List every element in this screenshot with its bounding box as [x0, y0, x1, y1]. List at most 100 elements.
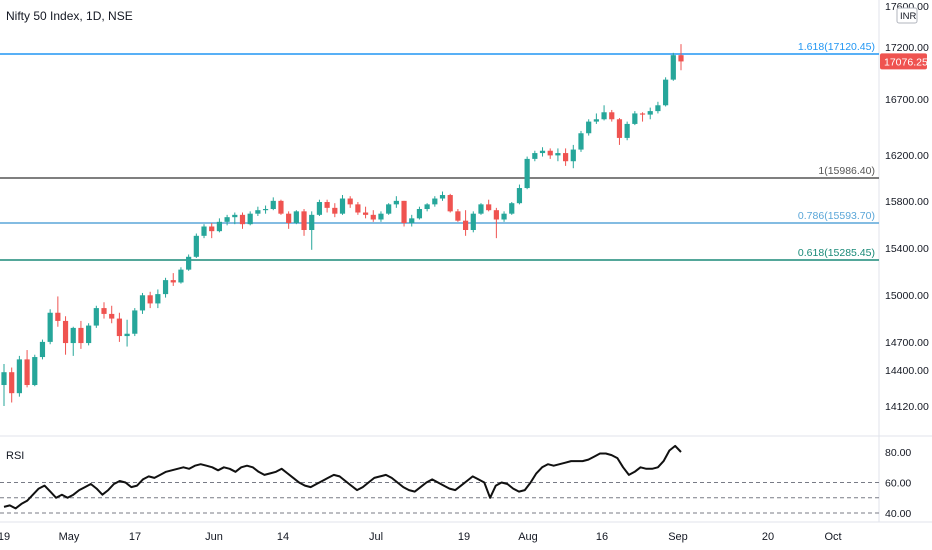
candle: [201, 224, 207, 239]
candle-body: [309, 214, 315, 230]
candle: [362, 206, 369, 219]
candle-body: [201, 226, 207, 236]
candle-body: [616, 119, 623, 138]
candle-body: [32, 357, 38, 386]
candle-body: [55, 312, 61, 321]
candle-body: [409, 218, 415, 224]
candle: [270, 197, 276, 211]
candle: [286, 211, 292, 229]
candle-body: [570, 149, 576, 162]
fib-level-label: 0.786(15593.70): [798, 210, 875, 222]
candle-body: [170, 280, 176, 283]
candle: [401, 200, 407, 227]
candle: [601, 105, 607, 121]
candle: [155, 289, 161, 309]
candle-body: [301, 211, 307, 230]
chart-grid: [0, 0, 932, 523]
candle-body: [124, 333, 130, 337]
candle: [624, 121, 630, 141]
candle-body: [47, 312, 53, 342]
candle-body: [78, 327, 84, 344]
candle: [239, 212, 246, 229]
candle-body: [339, 198, 346, 214]
candle: [455, 209, 461, 222]
rsi-tick-label: 40.00: [885, 508, 911, 520]
candle-body: [332, 207, 338, 214]
candle-body: [639, 113, 646, 115]
candle-body: [93, 308, 99, 326]
candle-body: [9, 372, 15, 394]
candle: [278, 199, 284, 215]
candle-body: [162, 280, 169, 295]
candle-body: [470, 213, 476, 230]
candle-body: [632, 113, 638, 124]
candle: [478, 203, 484, 215]
candle: [424, 203, 430, 212]
candle: [109, 305, 115, 324]
chart-title: Nifty 50 Index, 1D, NSE: [6, 9, 133, 23]
candle: [432, 196, 438, 207]
candle-body: [286, 213, 292, 224]
candle-body: [116, 318, 122, 337]
candle: [409, 214, 415, 227]
price-tick-label: 15800.00: [885, 196, 929, 208]
candle: [593, 113, 599, 124]
candle-body: [663, 79, 669, 106]
candle-body: [316, 202, 323, 215]
candle: [462, 210, 469, 236]
price-tick-label: 14400.00: [885, 365, 929, 377]
candle: [663, 77, 669, 107]
candle: [524, 156, 530, 190]
candle: [147, 291, 153, 309]
candle-body: [347, 198, 353, 205]
currency-badge: INR: [896, 7, 918, 24]
candle-body: [362, 212, 369, 215]
candle-body: [516, 188, 523, 204]
candle-body: [378, 213, 384, 220]
candle: [632, 111, 638, 126]
candle-body: [501, 213, 507, 220]
time-tick-label: Aug: [518, 531, 538, 543]
candle: [116, 312, 122, 342]
candle-body: [601, 112, 607, 120]
candle-body: [432, 198, 438, 205]
rsi-tick-label: 80.00: [885, 447, 911, 459]
time-tick-label: Jun: [205, 531, 223, 543]
candle: [378, 211, 384, 222]
rsi-pane: 80.00 60.00 40.00: [0, 444, 911, 520]
candle: [539, 147, 546, 157]
candle-body: [609, 112, 615, 120]
candle: [224, 214, 230, 226]
candle-body: [593, 119, 599, 122]
candle-body: [132, 310, 138, 334]
candle: [70, 326, 76, 356]
candle-body: [447, 195, 453, 212]
candle: [186, 254, 192, 271]
candle-body: [278, 200, 284, 214]
candle-body: [147, 295, 153, 304]
price-tick-label: 16700.00: [885, 94, 929, 106]
last-price-badge: 17076.25: [880, 53, 928, 70]
candle-body: [393, 200, 399, 205]
candle: [655, 101, 661, 114]
candle-body: [509, 203, 515, 214]
candle-body: [255, 210, 261, 214]
candle-body: [647, 111, 653, 115]
candle: [339, 195, 346, 215]
candle: [439, 191, 446, 201]
candle-body: [270, 200, 276, 210]
candle: [616, 118, 623, 145]
candle: [493, 207, 499, 239]
candle: [532, 150, 538, 162]
candle: [393, 196, 399, 208]
rsi-label: RSI: [6, 450, 24, 462]
candle-body: [370, 214, 376, 220]
candle: [178, 267, 184, 284]
candle: [670, 52, 676, 81]
candle: [516, 184, 523, 205]
candle-body: [462, 220, 469, 230]
candle: [255, 206, 261, 217]
candle: [247, 211, 253, 226]
candle-body: [70, 327, 76, 344]
